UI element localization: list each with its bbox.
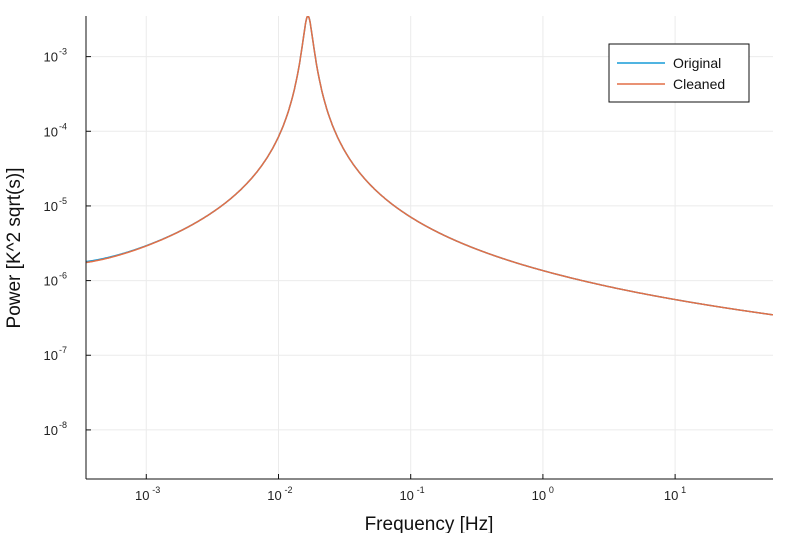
x-tick-exponent: -1 — [417, 485, 425, 495]
x-tick-label: 10 -3 — [135, 485, 160, 503]
x-tick-label: 10 1 — [664, 485, 686, 503]
legend-label-original: Original — [673, 55, 721, 71]
x-tick-labels: 10 -3 10 -2 10 -1 10 0 10 1 — [135, 485, 686, 503]
y-tick-exponent: -4 — [59, 121, 67, 131]
legend-label-cleaned: Cleaned — [673, 76, 725, 92]
y-tick-label: 10 -6 — [44, 271, 67, 289]
x-tick-base: 10 — [399, 488, 413, 503]
x-tick-base: 10 — [135, 488, 149, 503]
y-tick-base: 10 — [44, 423, 58, 438]
x-tick-exponent: 0 — [549, 485, 554, 495]
x-tick-exponent: -2 — [284, 485, 292, 495]
x-tick-label: 10 -2 — [267, 485, 292, 503]
y-tick-exponent: -5 — [59, 196, 67, 206]
plot-frame — [85, 16, 773, 480]
y-tick-exponent: -3 — [59, 47, 67, 57]
y-tick-base: 10 — [44, 124, 58, 139]
y-tick-exponent: -7 — [59, 345, 67, 355]
x-axis-label: Frequency [Hz] — [365, 514, 494, 533]
y-tick-label: 10 -7 — [44, 345, 67, 363]
y-tick-label: 10 -3 — [44, 47, 67, 65]
y-tick-label: 10 -4 — [44, 121, 67, 139]
x-tick-exponent: 1 — [681, 485, 686, 495]
y-tick-label: 10 -5 — [44, 196, 67, 214]
legend: Original Cleaned — [608, 43, 750, 103]
y-tick-base: 10 — [44, 348, 58, 363]
x-tick-exponent: -3 — [152, 485, 160, 495]
y-tick-exponent: -6 — [59, 271, 67, 281]
y-tick-labels: 10-810-710-610-510-410-3 — [44, 47, 67, 438]
y-tick-base: 10 — [44, 50, 58, 65]
x-tick-base: 10 — [664, 488, 678, 503]
y-tick-exponent: -8 — [59, 420, 67, 430]
x-tick-label: 10 0 — [532, 485, 554, 503]
x-tick-label: 10 -1 — [399, 485, 424, 503]
y-tick-label: 10 -8 — [44, 420, 67, 438]
y-tick-base: 10 — [44, 274, 58, 289]
y-axis-label: Power [K^2 sqrt(s)] — [4, 168, 25, 329]
y-tick-base: 10 — [44, 199, 58, 214]
series-line-cleaned — [86, 16, 773, 316]
x-tick-base: 10 — [267, 488, 281, 503]
legend-box — [608, 43, 750, 103]
series-layer — [86, 16, 773, 316]
x-tick-base: 10 — [532, 488, 546, 503]
